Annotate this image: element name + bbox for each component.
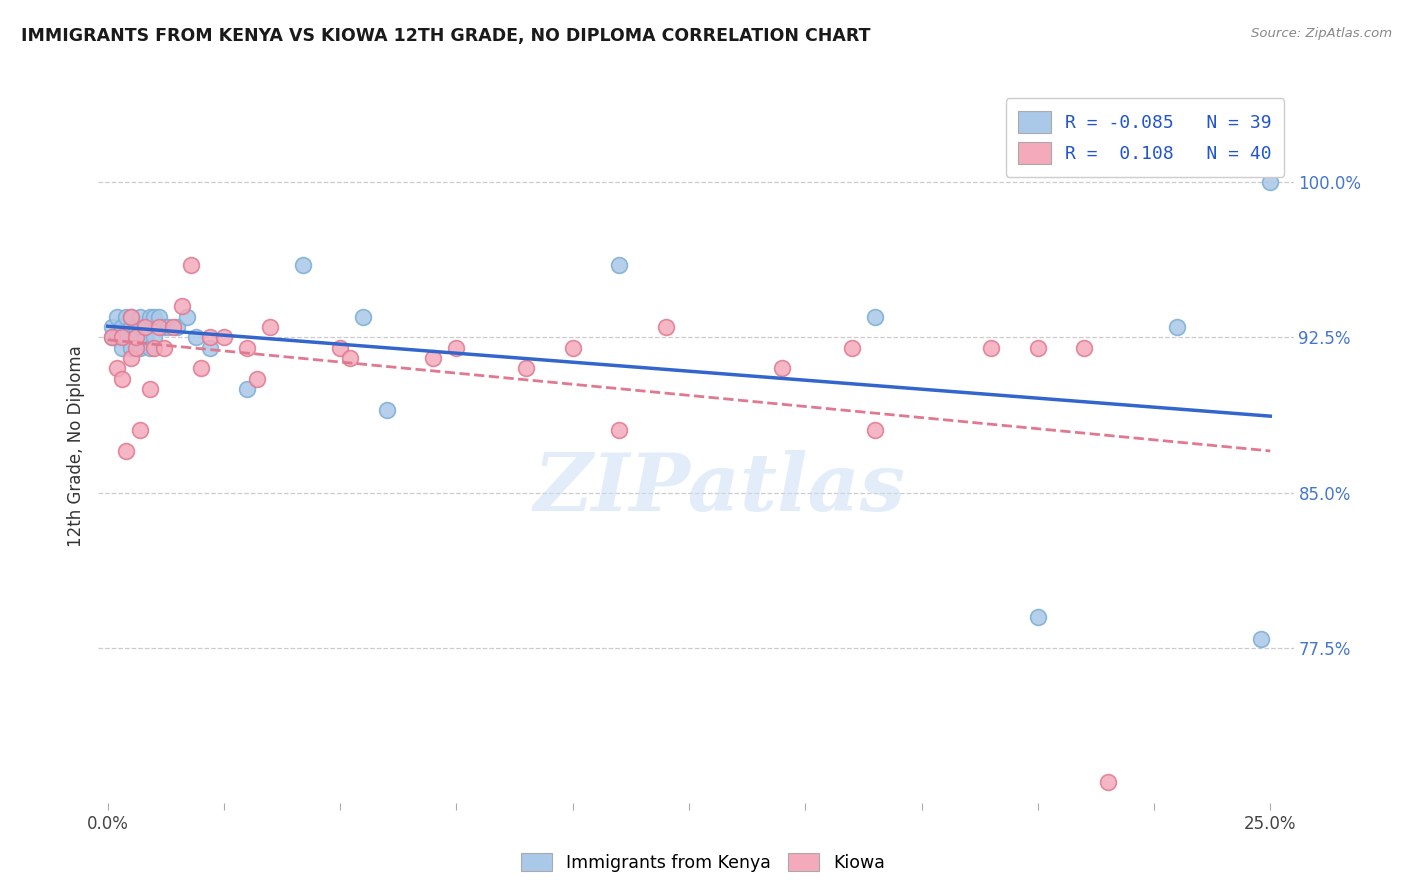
Point bbox=[101, 330, 124, 344]
Point bbox=[129, 341, 152, 355]
Point bbox=[212, 330, 235, 344]
Point bbox=[120, 310, 142, 324]
Point bbox=[770, 361, 793, 376]
Point bbox=[1026, 609, 1049, 624]
Point bbox=[138, 310, 160, 324]
Point bbox=[138, 341, 160, 355]
Point bbox=[980, 341, 1002, 355]
Point bbox=[198, 341, 221, 355]
Point bbox=[120, 320, 142, 334]
Point bbox=[176, 310, 198, 324]
Point bbox=[607, 258, 630, 272]
Point bbox=[129, 320, 152, 334]
Point bbox=[129, 424, 152, 438]
Point bbox=[259, 320, 281, 334]
Y-axis label: 12th Grade, No Diploma: 12th Grade, No Diploma bbox=[67, 345, 86, 547]
Point bbox=[353, 310, 375, 324]
Point bbox=[134, 320, 156, 334]
Point bbox=[111, 320, 134, 334]
Point bbox=[422, 351, 444, 365]
Point bbox=[120, 341, 142, 355]
Point bbox=[101, 330, 124, 344]
Point bbox=[120, 310, 142, 324]
Point bbox=[115, 444, 138, 458]
Point bbox=[124, 320, 146, 334]
Point bbox=[134, 330, 156, 344]
Point bbox=[115, 310, 138, 324]
Point bbox=[120, 351, 142, 365]
Text: IMMIGRANTS FROM KENYA VS KIOWA 12TH GRADE, NO DIPLOMA CORRELATION CHART: IMMIGRANTS FROM KENYA VS KIOWA 12TH GRAD… bbox=[21, 27, 870, 45]
Point bbox=[236, 382, 259, 396]
Point bbox=[105, 310, 128, 324]
Point bbox=[101, 320, 124, 334]
Point bbox=[180, 258, 202, 272]
Point bbox=[561, 341, 583, 355]
Point bbox=[172, 299, 194, 313]
Point bbox=[375, 402, 398, 417]
Point bbox=[129, 310, 152, 324]
Point bbox=[1026, 341, 1049, 355]
Point bbox=[111, 341, 134, 355]
Point bbox=[134, 320, 156, 334]
Point bbox=[143, 330, 166, 344]
Point bbox=[166, 320, 188, 334]
Point bbox=[143, 341, 166, 355]
Point bbox=[190, 361, 212, 376]
Point bbox=[607, 424, 630, 438]
Point bbox=[339, 351, 361, 365]
Point bbox=[329, 341, 352, 355]
Point bbox=[1073, 341, 1095, 355]
Point bbox=[157, 320, 180, 334]
Point bbox=[162, 320, 184, 334]
Point bbox=[292, 258, 315, 272]
Point bbox=[1097, 775, 1119, 789]
Point bbox=[148, 320, 170, 334]
Text: ZIPatlas: ZIPatlas bbox=[534, 450, 905, 527]
Point bbox=[841, 341, 863, 355]
Point bbox=[124, 330, 146, 344]
Point bbox=[105, 361, 128, 376]
Point bbox=[152, 341, 174, 355]
Point bbox=[143, 310, 166, 324]
Point bbox=[105, 330, 128, 344]
Point bbox=[111, 330, 134, 344]
Point bbox=[124, 330, 146, 344]
Point bbox=[1250, 632, 1272, 647]
Legend: Immigrants from Kenya, Kiowa: Immigrants from Kenya, Kiowa bbox=[513, 847, 893, 879]
Point bbox=[152, 320, 174, 334]
Point bbox=[138, 382, 160, 396]
Point bbox=[115, 330, 138, 344]
Point bbox=[863, 310, 886, 324]
Point bbox=[111, 372, 134, 386]
Point bbox=[1166, 320, 1188, 334]
Text: Source: ZipAtlas.com: Source: ZipAtlas.com bbox=[1251, 27, 1392, 40]
Point bbox=[515, 361, 537, 376]
Point bbox=[184, 330, 207, 344]
Point bbox=[655, 320, 678, 334]
Point bbox=[446, 341, 468, 355]
Point bbox=[236, 341, 259, 355]
Legend: R = -0.085   N = 39, R =  0.108   N = 40: R = -0.085 N = 39, R = 0.108 N = 40 bbox=[1005, 98, 1285, 177]
Point bbox=[1258, 175, 1281, 189]
Point bbox=[863, 424, 886, 438]
Point bbox=[198, 330, 221, 344]
Point bbox=[245, 372, 267, 386]
Point bbox=[124, 341, 146, 355]
Point bbox=[148, 310, 170, 324]
